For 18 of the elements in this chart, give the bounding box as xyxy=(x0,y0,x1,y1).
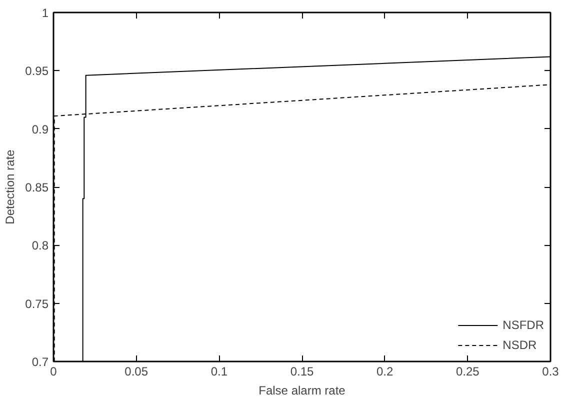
y-tick-label: 0.9 xyxy=(32,122,49,136)
x-tick-label: 0.1 xyxy=(210,364,228,378)
y-tick-label: 0.85 xyxy=(25,180,49,194)
x-tick-label: 0.15 xyxy=(290,364,314,378)
y-axis-title: Detection rate xyxy=(3,149,18,224)
legend-label: NSDR xyxy=(502,338,537,352)
x-tick-label: 0 xyxy=(50,364,58,378)
y-tick-label: 0.95 xyxy=(25,64,49,78)
x-tick-label: 0.2 xyxy=(376,364,394,378)
x-tick-label: 0.05 xyxy=(124,364,148,378)
y-tick-label: 0.7 xyxy=(32,355,49,369)
y-tick-label: 0.75 xyxy=(25,296,49,311)
y-tick-label: 1 xyxy=(42,6,49,20)
legend-label: NSFDR xyxy=(502,318,544,332)
x-tick-label: 0.3 xyxy=(542,364,560,378)
x-axis-title: False alarm rate xyxy=(258,384,346,398)
y-tick-label: 0.8 xyxy=(32,238,49,253)
x-tick-label: 0.25 xyxy=(456,364,480,378)
